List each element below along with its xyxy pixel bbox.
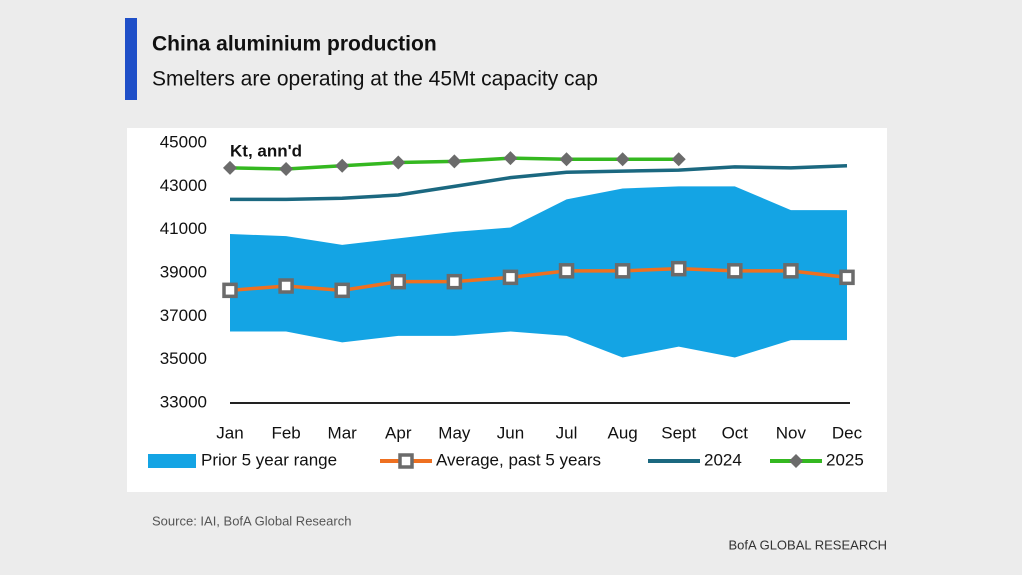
- chart-title: China aluminium production: [152, 33, 437, 56]
- y-tick-label: 35000: [160, 349, 207, 368]
- marker: [671, 152, 686, 167]
- marker: [839, 269, 855, 286]
- legend-label: 2024: [704, 450, 742, 469]
- marker: [391, 155, 406, 170]
- marker: [223, 160, 237, 175]
- y-tick-label: 43000: [160, 176, 207, 195]
- y-tick-label: 37000: [160, 306, 207, 325]
- x-tick-label: Jan: [216, 423, 243, 442]
- marker: [278, 278, 294, 294]
- chart-subtitle: Smelters are operating at the 45Mt capac…: [152, 68, 598, 91]
- marker: [279, 162, 294, 176]
- series-line: [229, 266, 848, 293]
- marker: [390, 273, 407, 290]
- marker: [559, 152, 574, 167]
- x-tick-label: Feb: [271, 423, 300, 442]
- marker: [558, 263, 575, 279]
- legend-swatch: [148, 454, 196, 468]
- y-tick-label: 33000: [160, 392, 207, 411]
- marker: [615, 152, 630, 167]
- annotation: Kt, ann'd: [230, 141, 302, 160]
- x-tick-label: Nov: [776, 423, 807, 442]
- range-area: [230, 186, 847, 358]
- x-tick-label: Jun: [497, 423, 524, 442]
- x-tick-label: Sept: [661, 423, 696, 442]
- x-tick-label: Aug: [608, 423, 638, 442]
- footer: BofA GLOBAL RESEARCH: [729, 537, 887, 552]
- y-tick-label: 45000: [160, 132, 207, 151]
- x-tick-label: Mar: [328, 423, 358, 442]
- x-tick-label: May: [438, 423, 471, 442]
- marker: [334, 282, 350, 299]
- legend-label: Prior 5 year range: [201, 450, 337, 469]
- marker: [447, 154, 462, 169]
- marker: [727, 263, 743, 279]
- source: Source: IAI, BofA Global Research: [152, 513, 351, 528]
- legend-label: Average, past 5 years: [436, 450, 601, 469]
- marker: [446, 273, 463, 290]
- marker: [503, 151, 518, 166]
- marker: [222, 282, 238, 299]
- x-tick-label: Oct: [722, 423, 749, 442]
- y-tick-label: 41000: [160, 219, 207, 238]
- marker: [502, 269, 519, 286]
- marker: [670, 260, 687, 277]
- accent-bar: [125, 18, 137, 100]
- x-tick-label: Dec: [832, 423, 863, 442]
- marker: [398, 453, 414, 469]
- marker: [789, 454, 803, 468]
- x-tick-label: Jul: [556, 423, 578, 442]
- plot: 33000 35000 37000 39000 41000 43000 45000 Jan Fe…: [148, 132, 864, 469]
- marker: [614, 263, 631, 279]
- x-tick-label: Apr: [385, 423, 412, 442]
- marker: [783, 263, 799, 279]
- y-tick-label: 39000: [160, 262, 207, 281]
- legend-label: 2025: [826, 450, 864, 469]
- series-line: [230, 164, 848, 202]
- marker: [335, 158, 350, 173]
